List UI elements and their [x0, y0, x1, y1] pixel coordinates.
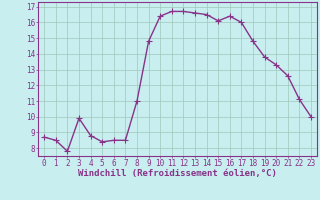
X-axis label: Windchill (Refroidissement éolien,°C): Windchill (Refroidissement éolien,°C)	[78, 169, 277, 178]
